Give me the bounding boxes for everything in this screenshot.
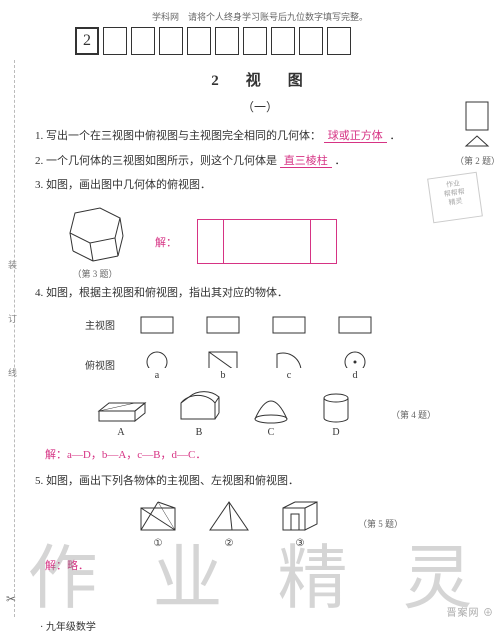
- top-d: d: [331, 349, 379, 381]
- q1-answer: 球或正方体: [324, 130, 387, 143]
- top-c: c: [265, 349, 313, 381]
- code-box-4[interactable]: [187, 27, 211, 55]
- solid-D-label: D: [332, 427, 339, 438]
- footer-text: 九年级数学: [46, 622, 96, 633]
- worksheet-title: 2 视 图: [35, 69, 485, 90]
- q4-views-table: 主视图 俯视图 a b c d: [75, 309, 485, 381]
- q4-solution: 解：a—D，b—A，c—B，d—C．: [45, 446, 485, 462]
- solid-B-label: B: [196, 427, 203, 438]
- q3-sol-label: 解：: [155, 234, 177, 250]
- question-5: 5. 如图，画出下列各物体的主视图、左视图和俯视图．: [35, 472, 485, 491]
- question-3: 3. 如图，画出图中几何体的俯视图．: [35, 176, 485, 195]
- solid-D: D: [319, 391, 353, 438]
- main-c: [265, 309, 313, 341]
- top-a: a: [133, 349, 181, 381]
- q5-label-3: ③: [296, 538, 305, 549]
- q4-top-view-row: 俯视图 a b c d: [75, 349, 485, 381]
- worksheet-subtitle: （一）: [35, 98, 485, 115]
- q5-label-2: ②: [225, 538, 234, 549]
- code-box-5[interactable]: [215, 27, 239, 55]
- worksheet-page: 学科网 请将个人终身学习账号后九位数字填写完整。 2 2 视 图 （一） （第 …: [0, 0, 500, 593]
- solid-B: B: [175, 391, 223, 438]
- col-d: d: [353, 370, 358, 381]
- code-entry-row: 2: [35, 27, 485, 55]
- code-box-1[interactable]: [103, 27, 127, 55]
- main-d: [331, 309, 379, 341]
- main-b: [199, 309, 247, 341]
- question-4: 4. 如图，根据主视图和俯视图，指出其对应的物体．: [35, 284, 485, 303]
- solid-A: A: [95, 391, 147, 438]
- q4-solids-row: A B C D （第 4 题）: [95, 391, 485, 438]
- page-footer: · 九年级数学: [40, 618, 96, 633]
- watermark-stamp: 作业 帮帮帮 精灵: [427, 172, 483, 224]
- col-a: a: [155, 370, 159, 381]
- bottom-right-watermark: 晋案网 ⊕: [447, 604, 495, 619]
- q5-caption: （第 5 题）: [358, 517, 403, 530]
- code-box-7[interactable]: [271, 27, 295, 55]
- q5-shape-1: ①: [135, 498, 181, 549]
- q2-answer: 直三棱柱: [280, 155, 332, 168]
- q5-shape-2: ②: [206, 498, 252, 549]
- solid-A-label: A: [117, 427, 124, 438]
- question-2: 2. 一个几何体的三视图如图所示，则这个几何体是 直三棱柱 ．: [35, 152, 485, 171]
- q4-caption: （第 4 题）: [391, 408, 436, 421]
- q3-figure-row: （第 3 题） 解：: [55, 203, 485, 280]
- solid-C: C: [251, 391, 291, 438]
- col-b: b: [221, 370, 226, 381]
- q5-shapes-row: ① ② ③ （第 5 题）: [135, 498, 485, 549]
- q3-answer-drawing: [197, 219, 337, 264]
- q5-solution: 解：略．: [45, 557, 485, 573]
- code-box-2[interactable]: [131, 27, 155, 55]
- q1-text-b: ．: [390, 130, 401, 142]
- q4-main-view-row: 主视图: [75, 309, 485, 341]
- main-view-label: 主视图: [75, 317, 115, 332]
- q3-solid: （第 3 题）: [55, 203, 135, 280]
- top-b: b: [199, 349, 247, 381]
- solid-C-label: C: [268, 427, 275, 438]
- question-1: 1. 写出一个在三视图中俯视图与主视图完全相同的几何体： 球或正方体 ．: [35, 127, 485, 146]
- top-view-label: 俯视图: [75, 357, 115, 372]
- code-box-9[interactable]: [327, 27, 351, 55]
- main-a: [133, 309, 181, 341]
- q5-label-1: ①: [154, 538, 163, 549]
- q2-text-b: ．: [335, 155, 346, 167]
- code-box-0: 2: [75, 27, 99, 55]
- q2-text-a: 2. 一个几何体的三视图如图所示，则这个几何体是: [35, 155, 277, 167]
- header-instruction: 学科网 请将个人终身学习账号后九位数字填写完整。: [35, 10, 485, 23]
- code-box-8[interactable]: [299, 27, 323, 55]
- code-box-6[interactable]: [243, 27, 267, 55]
- scissors-icon: ✂: [6, 592, 16, 607]
- q3-text: 3. 如图，画出图中几何体的俯视图．: [35, 179, 211, 191]
- q1-text-a: 1. 写出一个在三视图中俯视图与主视图完全相同的几何体：: [35, 130, 321, 142]
- col-c: c: [287, 370, 291, 381]
- q3-caption: （第 3 题）: [55, 267, 135, 280]
- hexagonal-prism-svg: [55, 203, 135, 263]
- q5-shape-3: ③: [277, 498, 323, 549]
- code-box-3[interactable]: [159, 27, 183, 55]
